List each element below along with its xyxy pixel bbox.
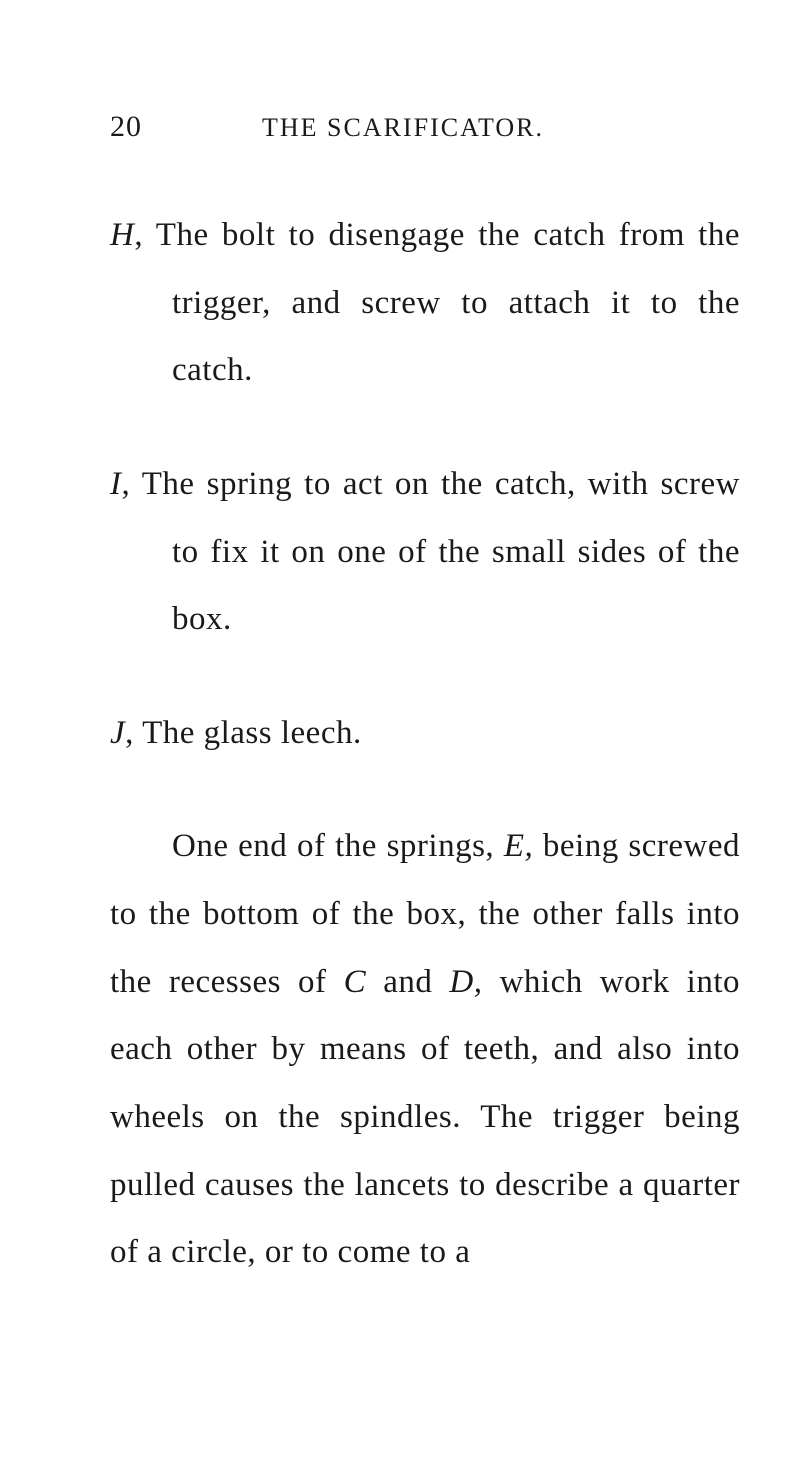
page-header: 20 THE SCARIFICATOR. [110, 110, 740, 144]
list-item-J: J, The glass leech. [110, 700, 740, 768]
body-run-3: and [366, 964, 449, 1000]
page: 20 THE SCARIFICATOR. H, The bolt to dise… [0, 0, 800, 1468]
item-text-H: The bolt to disengage the catch from the… [156, 217, 740, 388]
item-text-I: The spring to act on the catch, with scr… [142, 466, 740, 637]
item-sep-J: , [125, 715, 142, 751]
item-label-I: I [110, 466, 122, 502]
item-text-J: The glass leech. [142, 715, 362, 751]
body-letter-D: D, [449, 964, 482, 1000]
item-label-H: H [110, 217, 134, 253]
body-paragraph: One end of the springs, E, being screwed… [110, 813, 740, 1286]
item-sep-H: , [134, 217, 155, 253]
section-title: THE SCARIFICATOR. [262, 113, 544, 143]
body-run-1: One end of the springs, [172, 828, 504, 864]
list-item-I: I, The spring to act on the catch, with … [110, 451, 740, 654]
item-sep-I: , [122, 466, 142, 502]
page-number: 20 [110, 110, 142, 144]
item-label-J: J [110, 715, 125, 751]
body-run-4: which work into each other by means of t… [110, 964, 740, 1271]
list-item-H: H, The bolt to disengage the catch from … [110, 202, 740, 405]
body-letter-E: E, [504, 828, 533, 864]
body-letter-C: C [344, 964, 367, 1000]
